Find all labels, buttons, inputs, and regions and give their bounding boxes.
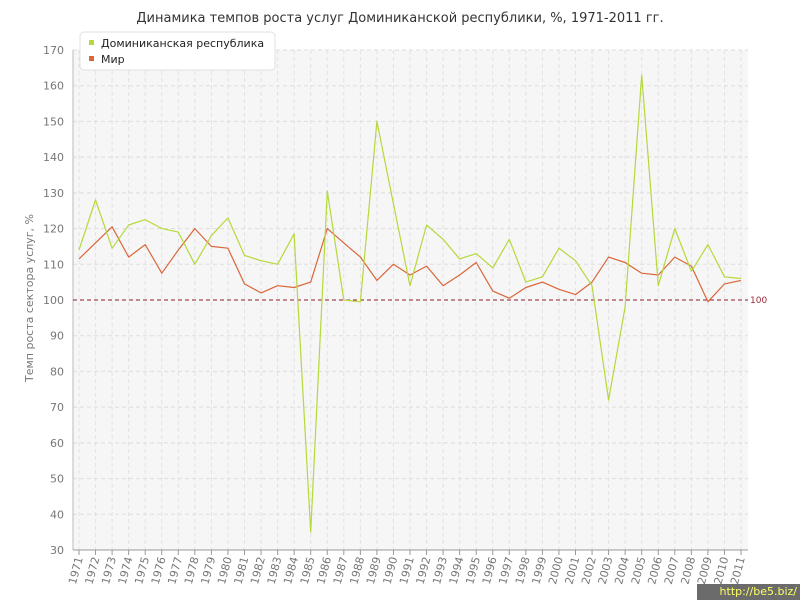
y-tick-label: 90: [50, 330, 64, 343]
reference-line: 100: [73, 296, 767, 306]
y-tick-label: 120: [43, 223, 64, 236]
y-axis-title: Темп роста сектора услуг, %: [23, 214, 36, 383]
y-axis: 30 40 50 60 70 80 90 100 110 120 130 140 150 160 170: [43, 44, 74, 557]
legend-box: [79, 31, 276, 71]
y-tick-label: 30: [50, 544, 64, 557]
series-line-dominican-republic: [78, 74, 742, 533]
y-tick-label: 130: [43, 187, 64, 200]
grid: [73, 49, 748, 551]
legend[interactable]: Доминиканская республика Мир: [79, 31, 276, 71]
x-tick-label: 2011: [728, 555, 748, 585]
y-tick-label: 70: [50, 401, 64, 414]
y-tick-label: 160: [43, 80, 64, 93]
y-tick-label: 50: [50, 473, 64, 486]
legend-swatch: [89, 40, 94, 45]
y-tick-label: 170: [43, 44, 64, 57]
x-axis: 1971197219731974197519761977197819791980…: [66, 549, 748, 586]
legend-swatch: [89, 56, 94, 61]
reference-line-label: 100: [750, 296, 767, 306]
y-tick-label: 150: [43, 115, 64, 128]
legend-entry: Мир: [101, 53, 125, 66]
y-tick-label: 100: [43, 294, 64, 307]
y-tick-label: 110: [43, 258, 64, 271]
chart-title: Динамика темпов роста услуг Доминиканско…: [136, 11, 663, 26]
series-group: [78, 74, 742, 533]
y-tick-label: 80: [50, 365, 64, 378]
y-tick-label: 40: [50, 508, 64, 521]
y-tick-label: 60: [50, 437, 64, 450]
legend-entry: Доминиканская республика: [101, 37, 264, 50]
watermark[interactable]: http://be5.biz/: [697, 584, 800, 600]
y-tick-label: 140: [43, 151, 64, 164]
series-line-world: [78, 226, 742, 303]
